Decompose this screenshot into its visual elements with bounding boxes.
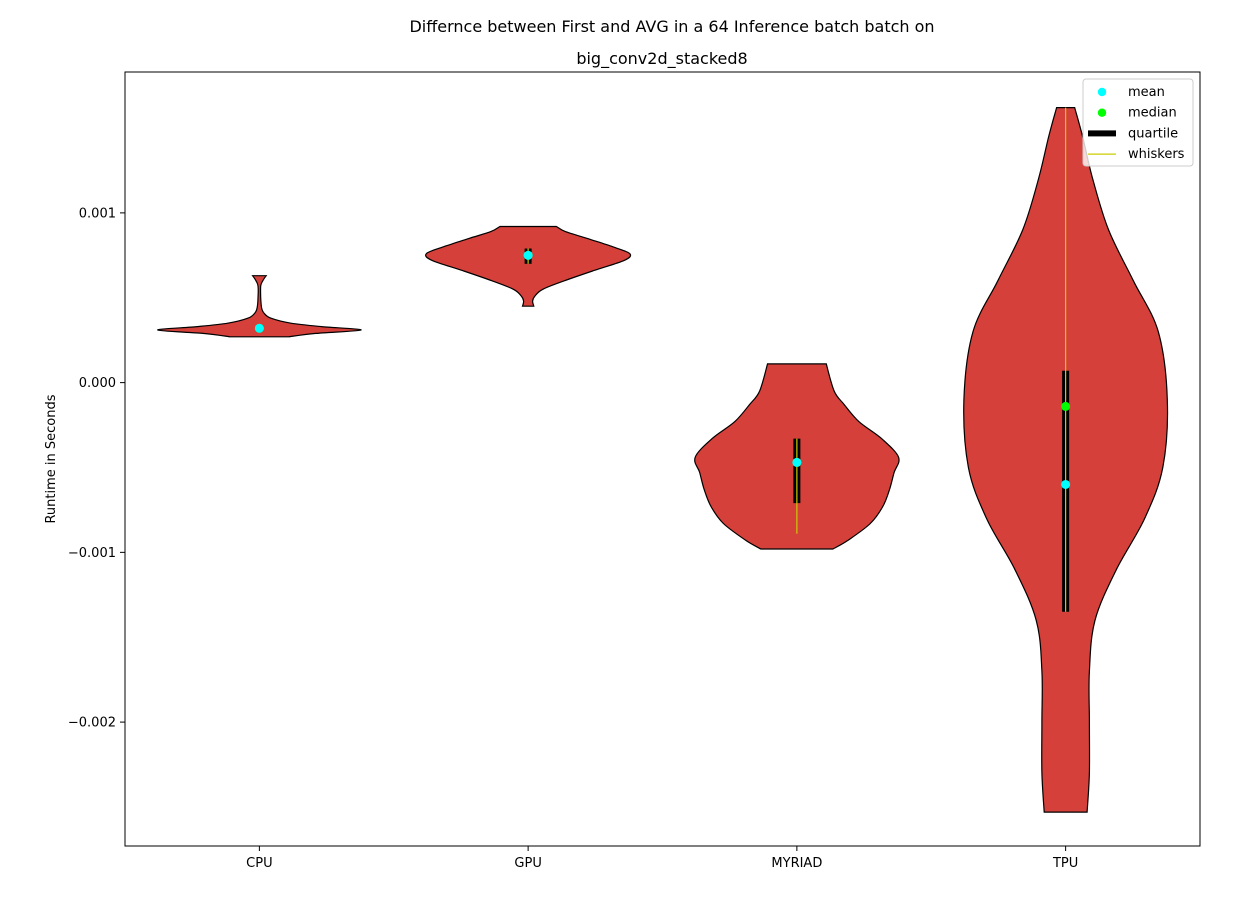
plot-area-frame (124, 71, 1201, 847)
violin-gpu (425, 225, 632, 307)
legend-marker-mean (1097, 87, 1107, 97)
legend-label-whiskers: whiskers (1128, 147, 1185, 162)
mean-point-tpu (1061, 479, 1071, 489)
median-point-tpu (1061, 401, 1071, 411)
legend-box (1082, 78, 1194, 167)
x-tick-label-cpu: CPU (246, 856, 272, 871)
violin-cpu (157, 275, 362, 338)
y-axis: 0.001 0.000 −0.001 −0.002 (68, 206, 125, 731)
y-tick-label-2: −0.001 (68, 546, 116, 561)
legend-marker-median (1097, 108, 1107, 117)
x-tick-label-myriad: MYRIAD (771, 856, 822, 871)
legend-label-median: median (1128, 106, 1177, 121)
y-tick-label-0: 0.001 (79, 206, 116, 221)
x-tick-label-tpu: TPU (1052, 856, 1078, 871)
mean-point-myriad (792, 457, 802, 467)
stats-layer (254, 107, 1071, 612)
x-axis: CPU GPU MYRIAD TPU (246, 846, 1078, 871)
legend: mean median quartile whiskers (1082, 78, 1194, 167)
y-axis-label: Runtime in Seconds (44, 394, 59, 523)
legend-label-quartile: quartile (1128, 126, 1178, 141)
mean-point-gpu (523, 250, 533, 260)
y-tick-label-3: −0.002 (68, 716, 116, 731)
chart-title-line2: big_conv2d_stacked8 (576, 49, 747, 69)
legend-label-mean: mean (1128, 85, 1165, 100)
violins-layer (157, 107, 1169, 813)
x-tick-label-gpu: GPU (514, 856, 541, 871)
legend-marker-quartile (1088, 130, 1116, 137)
y-tick-label-1: 0.000 (79, 376, 116, 391)
mean-point-cpu (254, 323, 264, 333)
chart-title-line1: Differnce between First and AVG in a 64 … (409, 17, 934, 36)
